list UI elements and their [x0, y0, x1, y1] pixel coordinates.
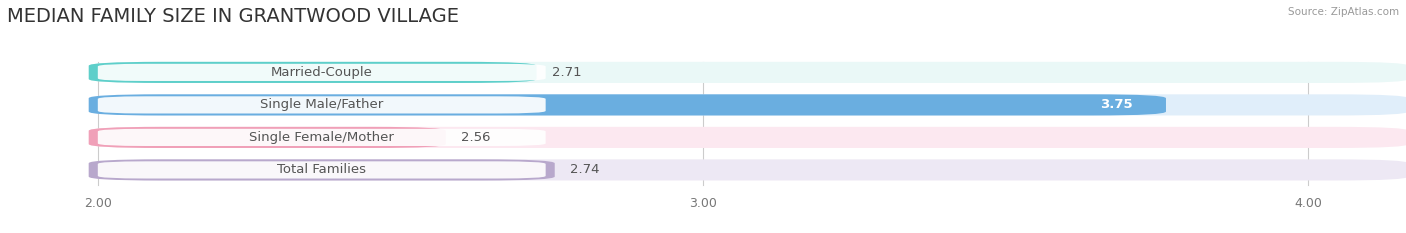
Text: Single Male/Father: Single Male/Father [260, 98, 384, 111]
FancyBboxPatch shape [89, 127, 1406, 148]
FancyBboxPatch shape [89, 127, 446, 148]
FancyBboxPatch shape [89, 159, 555, 181]
Text: Married-Couple: Married-Couple [271, 66, 373, 79]
Text: 3.75: 3.75 [1099, 98, 1133, 111]
FancyBboxPatch shape [89, 62, 1406, 83]
Text: 2.74: 2.74 [569, 163, 599, 176]
Text: Total Families: Total Families [277, 163, 366, 176]
FancyBboxPatch shape [89, 159, 1406, 181]
FancyBboxPatch shape [89, 94, 1406, 116]
Text: 2.71: 2.71 [551, 66, 581, 79]
FancyBboxPatch shape [98, 161, 546, 178]
FancyBboxPatch shape [89, 62, 537, 83]
FancyBboxPatch shape [89, 94, 1166, 116]
Text: 2.56: 2.56 [461, 131, 491, 144]
FancyBboxPatch shape [98, 96, 546, 113]
Text: Single Female/Mother: Single Female/Mother [249, 131, 394, 144]
Text: MEDIAN FAMILY SIZE IN GRANTWOOD VILLAGE: MEDIAN FAMILY SIZE IN GRANTWOOD VILLAGE [7, 7, 458, 26]
FancyBboxPatch shape [98, 64, 546, 81]
Text: Source: ZipAtlas.com: Source: ZipAtlas.com [1288, 7, 1399, 17]
FancyBboxPatch shape [98, 129, 546, 146]
